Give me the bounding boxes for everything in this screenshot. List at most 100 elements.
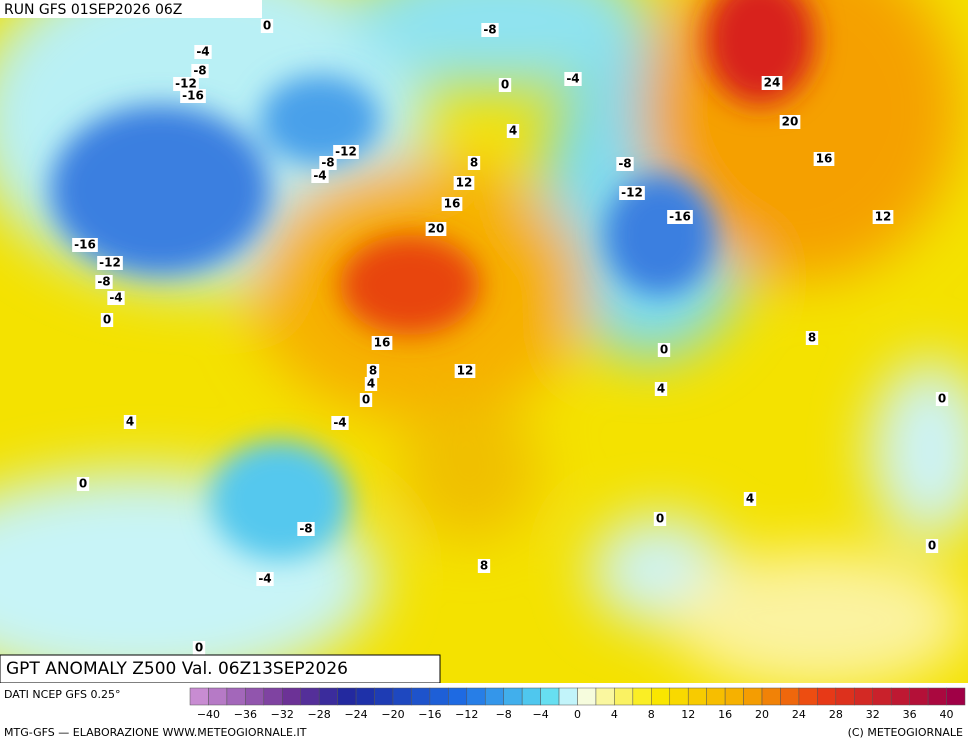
colorbar-swatch bbox=[484, 687, 504, 706]
contour-label: 8 bbox=[480, 559, 488, 573]
contour-label-bg bbox=[333, 145, 359, 159]
contour-label: 0 bbox=[938, 392, 946, 406]
contour-label: 16 bbox=[816, 152, 833, 166]
colorbar-swatch bbox=[263, 687, 283, 706]
colorbar-swatch bbox=[300, 687, 320, 706]
colorbar-label: 12 bbox=[681, 708, 695, 721]
contour-label: 0 bbox=[263, 19, 271, 33]
contour-label: -4 bbox=[333, 416, 346, 430]
contour-label: 20 bbox=[428, 222, 445, 236]
colorbar-swatch bbox=[761, 687, 781, 706]
contour-label: 4 bbox=[746, 492, 754, 506]
contour-label: 0 bbox=[660, 343, 668, 357]
colorbar-swatch bbox=[651, 687, 671, 706]
contour-label-bg bbox=[76, 477, 90, 491]
colorbar-label: 28 bbox=[829, 708, 843, 721]
contour-label-bg bbox=[805, 331, 819, 345]
colorbar-swatch bbox=[392, 687, 412, 706]
colorbar-swatch bbox=[946, 687, 966, 706]
colorbar-label: 24 bbox=[792, 708, 806, 721]
contour-label: 12 bbox=[457, 364, 474, 378]
colorbar-swatch bbox=[411, 687, 431, 706]
contour-label: -4 bbox=[196, 45, 209, 59]
colorbar-swatch bbox=[245, 687, 265, 706]
colorbar-swatch bbox=[687, 687, 707, 706]
contour-label-bg bbox=[371, 336, 393, 350]
contour-label: -4 bbox=[566, 72, 579, 86]
colorbar-swatch bbox=[429, 687, 449, 706]
contour-label-bg bbox=[97, 256, 123, 270]
contour-label-bg bbox=[498, 78, 512, 92]
contour-label-bg bbox=[616, 157, 634, 171]
contour-label: 12 bbox=[875, 210, 892, 224]
source-label: DATI NCEP GFS 0.25° bbox=[4, 688, 121, 701]
contour-label-bg bbox=[194, 45, 212, 59]
colorbar-swatch bbox=[189, 687, 209, 706]
colorbar-swatch bbox=[337, 687, 357, 706]
contour-label-bg bbox=[761, 76, 783, 90]
contour-label-bg bbox=[743, 492, 757, 506]
colorbar-swatch bbox=[835, 687, 855, 706]
contour-label: 4 bbox=[509, 124, 517, 138]
contour-label: 16 bbox=[374, 336, 391, 350]
colorbar-label: −4 bbox=[532, 708, 548, 721]
colorbar-label: −24 bbox=[344, 708, 367, 721]
colorbar-label: 16 bbox=[718, 708, 732, 721]
colorbar-swatch bbox=[448, 687, 468, 706]
contour-label-bg bbox=[813, 152, 835, 166]
colorbar-swatch bbox=[927, 687, 947, 706]
colorbar-label: 36 bbox=[903, 708, 917, 721]
contour-label-bg bbox=[425, 222, 447, 236]
colorbar-swatch bbox=[540, 687, 560, 706]
contour-label: 24 bbox=[764, 76, 781, 90]
contour-label-bg bbox=[619, 186, 645, 200]
colorbar-swatch bbox=[669, 687, 689, 706]
contour-label-bg bbox=[359, 393, 373, 407]
contour-label: 4 bbox=[657, 382, 665, 396]
contour-label: -12 bbox=[99, 256, 121, 270]
colorbar-swatch bbox=[595, 687, 615, 706]
colorbar-swatch bbox=[466, 687, 486, 706]
footer-left: MTG-GFS — ELABORAZIONE WWW.METEOGIORNALE… bbox=[4, 726, 307, 739]
contour-label: 20 bbox=[782, 115, 799, 129]
contour-label: 12 bbox=[456, 176, 473, 190]
footer-right: (C) METEOGIORNALE bbox=[848, 726, 963, 739]
contour-label-bg bbox=[180, 89, 206, 103]
contour-label: 0 bbox=[362, 393, 370, 407]
colorbar-swatch bbox=[743, 687, 763, 706]
contour-label: -8 bbox=[618, 157, 631, 171]
contour-label-bg bbox=[779, 115, 801, 129]
colorbar-swatch bbox=[817, 687, 837, 706]
contour-label: -8 bbox=[299, 522, 312, 536]
contour-label: 0 bbox=[501, 78, 509, 92]
colorbar-label: 8 bbox=[648, 708, 655, 721]
colorbar-label: 0 bbox=[574, 708, 581, 721]
contour-label-bg bbox=[925, 539, 939, 553]
contour-label-bg bbox=[667, 210, 693, 224]
contour-label-bg bbox=[100, 313, 114, 327]
contour-label: 16 bbox=[444, 197, 461, 211]
colorbar-swatch bbox=[577, 687, 597, 706]
colorbar-label: 4 bbox=[611, 708, 618, 721]
colorbar-label: −36 bbox=[234, 708, 257, 721]
colorbar-swatch bbox=[614, 687, 634, 706]
contour-label-bg bbox=[657, 343, 671, 357]
contour-label: -4 bbox=[258, 572, 271, 586]
contour-label-bg bbox=[366, 364, 380, 378]
colorbar-swatch bbox=[724, 687, 744, 706]
contour-label: -8 bbox=[97, 275, 110, 289]
contour-label-bg bbox=[192, 641, 206, 655]
contour-label-bg bbox=[453, 176, 475, 190]
contour-label: 0 bbox=[195, 641, 203, 655]
contour-label: -16 bbox=[669, 210, 691, 224]
run-label: RUN GFS 01SEP2026 06Z bbox=[4, 2, 182, 18]
contour-label-bg bbox=[173, 77, 199, 91]
field bbox=[0, 0, 968, 685]
colorbar-label: −8 bbox=[496, 708, 512, 721]
contour-label: 0 bbox=[928, 539, 936, 553]
contour-label: 0 bbox=[79, 477, 87, 491]
colorbar-label: −40 bbox=[197, 708, 220, 721]
colorbar-label: −20 bbox=[381, 708, 404, 721]
